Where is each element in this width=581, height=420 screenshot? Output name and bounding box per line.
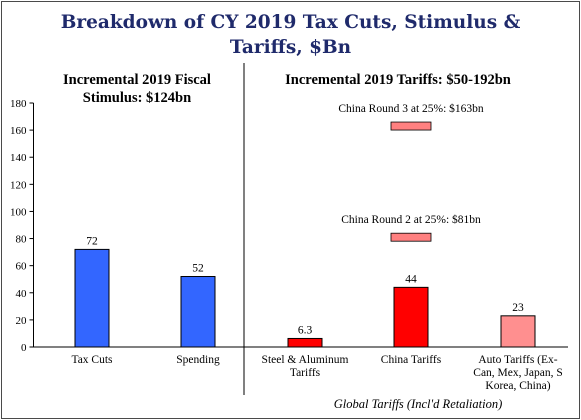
y-tick-label: 40 — [16, 288, 28, 300]
category-label: Tax Cuts — [71, 354, 113, 366]
category-label: Can, Mex, Japan, S — [473, 367, 562, 379]
y-tick-label: 160 — [10, 125, 27, 137]
chart-title-line-2: Tariffs, $Bn — [229, 37, 352, 58]
bar — [500, 315, 536, 348]
panel-heading-2: Incremental 2019 Tariffs: $50-192bn — [285, 72, 511, 88]
bars-group: 72 52 6.3 44 23 — [74, 235, 536, 348]
marker-box — [390, 232, 432, 242]
chart-title-line-1: Breakdown of CY 2019 Tax Cuts, Stimulus … — [60, 12, 521, 33]
data-label: 52 — [192, 263, 204, 275]
y-tick-label: 0 — [21, 342, 27, 354]
y-tick-label: 20 — [16, 315, 28, 327]
category-label: Steel & Aluminum — [262, 354, 349, 366]
category-label: Tariffs — [290, 367, 321, 379]
bar — [180, 276, 216, 348]
marker-box — [390, 121, 432, 131]
category-label: Auto Tariffs (Ex- — [478, 354, 557, 366]
markers-group: China Round 2 at 25%: $81bn China Round 3… — [338, 102, 484, 242]
data-label: 6.3 — [298, 324, 313, 336]
y-tick-label: 80 — [16, 234, 28, 246]
y-tick-label: 120 — [10, 179, 27, 191]
category-label: China Tariffs — [381, 354, 442, 366]
panel-heading-1: Stimulus: $124bn — [83, 90, 191, 106]
marker-label: China Round 3 at 25%: $163bn — [338, 102, 484, 115]
data-label: 44 — [405, 273, 417, 285]
y-tick-label: 100 — [10, 206, 27, 218]
bar — [393, 286, 429, 348]
panel-heading-1: Incremental 2019 Fiscal — [63, 72, 211, 88]
data-label: 23 — [512, 302, 524, 314]
category-label: Korea, China) — [485, 380, 550, 392]
y-tick-label: 60 — [16, 261, 28, 273]
panel-headings: Incremental 2019 Fiscal Stimulus: $124bn I… — [63, 63, 511, 395]
category-label: Spending — [176, 354, 220, 366]
x-axis-label: Global Tariffs (Incl'd Retaliation) — [334, 397, 503, 411]
marker-label: China Round 2 at 25%: $81bn — [341, 213, 481, 226]
bar — [287, 337, 323, 348]
y-axis: 0 20 40 60 80 100 120 140 160 180 — [10, 98, 568, 354]
bar — [74, 248, 110, 348]
y-tick-label: 140 — [10, 152, 27, 164]
y-tick-label: 180 — [10, 98, 27, 110]
data-label: 72 — [86, 235, 98, 247]
chart-title: Breakdown of CY 2019 Tax Cuts, Stimulus … — [0, 10, 581, 60]
